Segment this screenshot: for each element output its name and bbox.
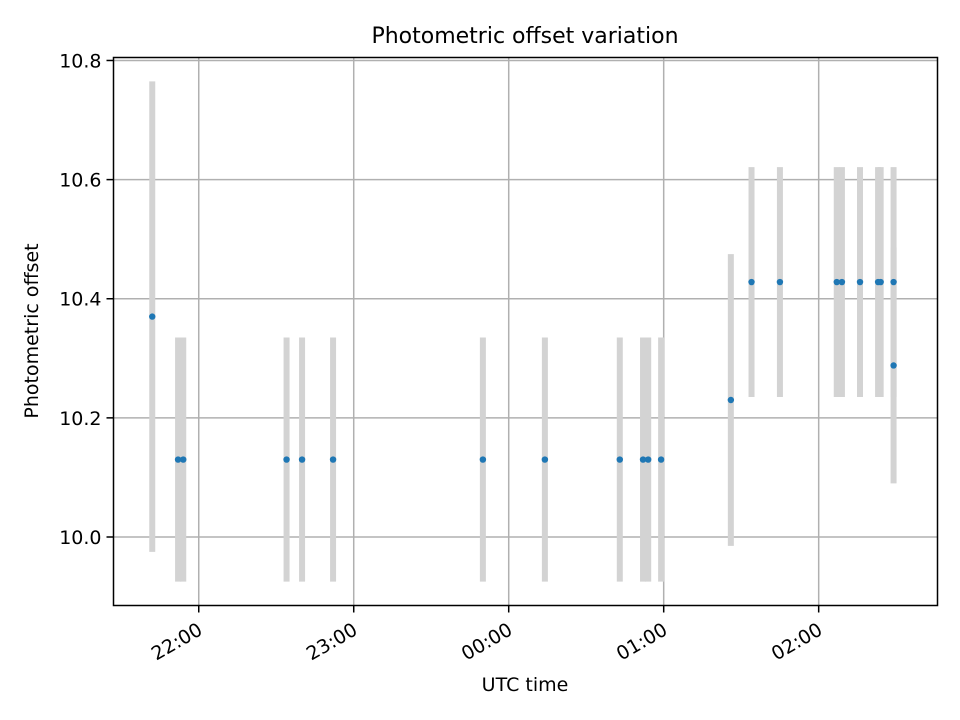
y-axis: 10.0 10.2 10.4 10.6 10.8 [59, 50, 114, 549]
x-tick-label: 23:00 [303, 619, 361, 665]
data-point [644, 456, 652, 463]
data-point [748, 278, 755, 286]
data-point [149, 313, 156, 320]
data-point [329, 456, 337, 463]
data-point [298, 456, 306, 463]
data-point [727, 396, 735, 404]
data-point [890, 278, 897, 286]
data-point [877, 278, 884, 286]
x-tick-label: 02:00 [768, 619, 826, 665]
y-tick-label: 10.4 [59, 289, 101, 311]
y-tick-label: 10.2 [59, 408, 101, 430]
data-point [776, 278, 784, 286]
data-point [541, 456, 549, 463]
x-tick-label: 01:00 [613, 619, 671, 665]
y-axis-label: Photometric offset [21, 243, 43, 418]
y-tick-label: 10.6 [59, 170, 101, 192]
data-point [283, 456, 290, 463]
data-point [180, 456, 187, 463]
data-point [479, 456, 487, 463]
data-point [639, 456, 647, 463]
x-tick-label: 00:00 [458, 619, 516, 665]
data-point [856, 278, 864, 286]
errorbars [149, 81, 897, 582]
data-point [174, 456, 182, 463]
data-points [149, 278, 897, 463]
data-point [833, 278, 840, 286]
y-tick-label: 10.8 [59, 50, 101, 72]
chart-title: Photometric offset variation [371, 24, 678, 49]
x-axis: 22:00 23:00 00:00 01:00 02:00 [148, 605, 826, 665]
data-point [890, 362, 897, 369]
y-tick-label: 10.0 [59, 527, 101, 549]
plot-frame [112, 56, 939, 607]
x-tick-label: 22:00 [148, 619, 206, 665]
grid [113, 57, 938, 606]
data-point [838, 278, 846, 286]
data-point [616, 456, 623, 463]
data-point [657, 456, 665, 463]
x-axis-label: UTC time [482, 674, 569, 696]
